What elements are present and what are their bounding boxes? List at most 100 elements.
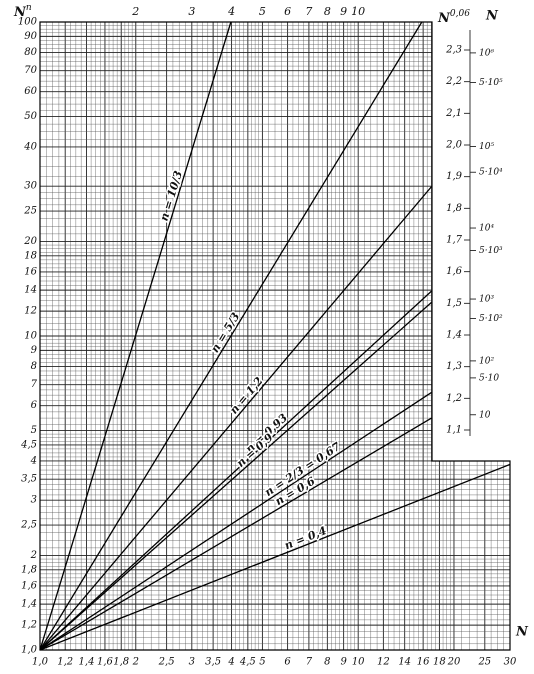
y2-tick-label: 1,2 — [446, 393, 462, 404]
x-tick-label: 9 — [340, 657, 347, 668]
x-tick-label: 3,5 — [205, 657, 221, 668]
n-tick-label: 5·10³ — [479, 246, 503, 256]
y2-tick-label: 1,8 — [446, 203, 462, 214]
n-tick-label: 5·10⁵ — [479, 78, 503, 88]
n-tick-label: 10 — [479, 410, 491, 420]
line-series — [39, 391, 432, 651]
y-tick-label: 50 — [24, 111, 37, 122]
y2-tick-label: 1,9 — [446, 171, 463, 182]
x-axis-label: N — [515, 625, 529, 640]
y2-tick-label: 2,1 — [445, 108, 462, 119]
y-tick-label: 12 — [24, 306, 37, 317]
y-tick-label: 70 — [24, 65, 37, 76]
x-tick-label: 3 — [189, 657, 195, 668]
n-tick-label: 5·10 — [479, 373, 499, 383]
top-x-tick-label: 9 — [340, 5, 347, 18]
top-x-tick-label: 5 — [259, 5, 266, 18]
x-tick-label: 14 — [398, 657, 411, 668]
x-tick-label: 8 — [324, 657, 330, 668]
x-tick-label: 10 — [352, 657, 365, 668]
x-tick-label: 30 — [504, 657, 517, 668]
n-axis-label: N — [485, 9, 499, 24]
y-tick-label: 25 — [23, 206, 37, 217]
y-tick-label: 14 — [24, 285, 37, 296]
y-tick-label: 4 — [30, 455, 37, 466]
x-tick-label: 1,6 — [97, 657, 114, 668]
top-x-tick-label: 6 — [284, 5, 291, 18]
y-tick-label: 16 — [24, 266, 37, 277]
y2-tick-label: 1,7 — [446, 235, 463, 246]
y-tick-label: 90 — [24, 31, 37, 42]
y-tick-label: 1,8 — [21, 564, 37, 575]
y2-tick-label: 1,1 — [446, 425, 462, 436]
x-tick-label: 1,4 — [79, 657, 95, 668]
line-series — [39, 186, 433, 651]
top-x-tick-label: 8 — [324, 5, 331, 18]
y-tick-label: 3 — [31, 495, 37, 506]
top-x-tick-label: 4 — [227, 5, 235, 18]
y-tick-label: 2,5 — [20, 520, 37, 531]
x-tick-label: 2,5 — [158, 657, 175, 668]
line-series — [39, 417, 432, 651]
x-tick-label: 12 — [377, 657, 390, 668]
y-tick-label: 4,5 — [20, 439, 37, 450]
top-x-tick-label: 2 — [131, 5, 139, 18]
y2-axis-label: N0,06 — [437, 9, 470, 26]
y-axis-label: Nn — [13, 3, 32, 20]
y-tick-label: 6 — [31, 400, 38, 411]
y-tick-label: 5 — [31, 425, 37, 436]
x-tick-label: 1,2 — [57, 657, 73, 668]
y2-tick-label: 2,3 — [445, 45, 462, 56]
x-tick-label: 5 — [259, 657, 265, 668]
y-tick-label: 10 — [24, 331, 37, 342]
line-series — [39, 290, 432, 651]
n-tick-label: 10⁵ — [479, 142, 494, 152]
n-tick-label: 10² — [479, 356, 494, 366]
line-series — [39, 21, 232, 651]
y-tick-label: 1,2 — [21, 620, 37, 631]
y-tick-label: 40 — [23, 141, 37, 152]
n-tick-label: 10⁶ — [479, 48, 494, 58]
n-tick-label: 10³ — [479, 295, 494, 305]
y-tick-label: 2 — [30, 550, 37, 561]
series-label: n = 1,2 — [227, 374, 266, 416]
x-tick-label: 7 — [306, 657, 313, 668]
n-tick-label: 5·10⁴ — [479, 168, 503, 178]
y2-tick-label: 1,4 — [446, 330, 462, 341]
y-tick-label: 7 — [31, 379, 38, 390]
x-tick-label: 4 — [227, 657, 234, 668]
y-tick-label: 1,0 — [21, 645, 38, 656]
top-x-tick-label: 7 — [305, 5, 312, 18]
y-tick-label: 1,6 — [21, 580, 38, 591]
y-tick-label: 8 — [31, 361, 37, 372]
x-tick-label: 1,0 — [32, 657, 49, 668]
x-tick-label: 18 — [433, 657, 446, 668]
x-tick-label: 6 — [284, 657, 291, 668]
y-tick-label: 1,4 — [21, 599, 37, 610]
line-series — [39, 301, 432, 651]
y-tick-label: 30 — [24, 181, 37, 192]
y2-tick-label: 1,3 — [446, 361, 462, 372]
series-label: n = 10/3 — [157, 169, 185, 223]
y-tick-label: 80 — [24, 47, 37, 58]
x-tick-label: 25 — [477, 657, 491, 668]
line-series — [39, 463, 511, 651]
y2-tick-label: 1,6 — [446, 266, 463, 277]
x-tick-label: 20 — [447, 657, 461, 668]
y-tick-label: 3,5 — [21, 474, 37, 485]
y2-tick-label: 1,5 — [446, 298, 462, 309]
line-series — [39, 21, 423, 651]
x-tick-label: 1,8 — [113, 657, 129, 668]
top-x-tick-label: 10 — [351, 5, 365, 18]
n-tick-label: 5·10² — [479, 314, 503, 324]
y-tick-label: 100 — [18, 17, 38, 28]
y2-tick-label: 2,0 — [445, 140, 463, 151]
y-tick-label: 60 — [24, 86, 37, 97]
x-tick-label: 4,5 — [239, 657, 256, 668]
y-tick-label: 18 — [24, 250, 37, 261]
plot-border — [39, 21, 511, 651]
x-tick-label: 2 — [132, 657, 139, 668]
x-tick-label: 16 — [417, 657, 430, 668]
n-tick-label: 10⁴ — [479, 224, 494, 234]
